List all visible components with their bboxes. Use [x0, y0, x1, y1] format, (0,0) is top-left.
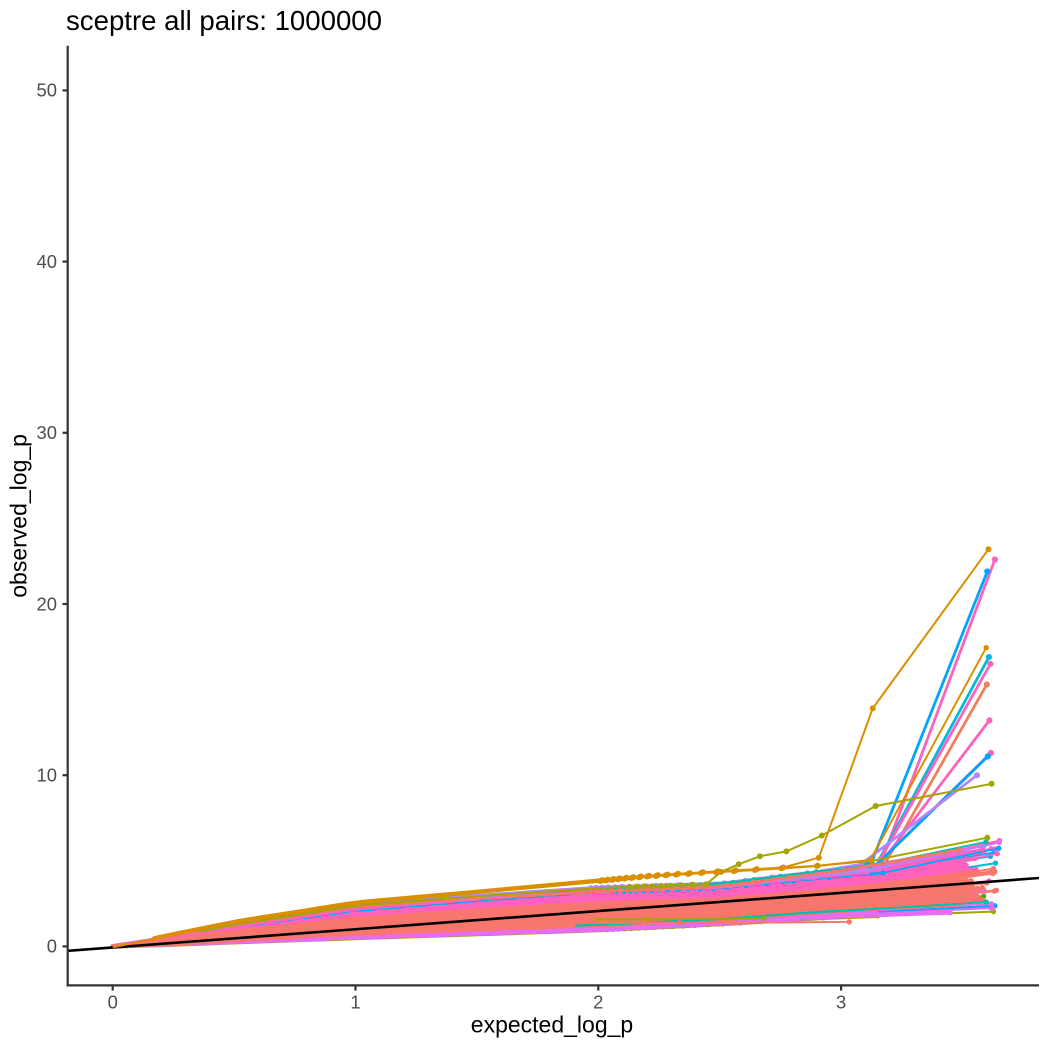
svg-text:1: 1	[350, 992, 360, 1013]
svg-text:0: 0	[108, 992, 118, 1013]
svg-text:observed_log_p: observed_log_p	[6, 434, 32, 598]
svg-text:0: 0	[47, 936, 57, 957]
svg-text:20: 20	[37, 593, 57, 614]
svg-text:40: 40	[37, 251, 57, 272]
svg-text:30: 30	[37, 422, 57, 443]
svg-text:2: 2	[593, 992, 603, 1013]
svg-text:10: 10	[37, 765, 57, 786]
svg-text:50: 50	[37, 80, 57, 101]
svg-text:3: 3	[836, 992, 846, 1013]
svg-text:sceptre all pairs: 1000000: sceptre all pairs: 1000000	[66, 5, 382, 36]
svg-text:expected_log_p: expected_log_p	[471, 1012, 633, 1038]
